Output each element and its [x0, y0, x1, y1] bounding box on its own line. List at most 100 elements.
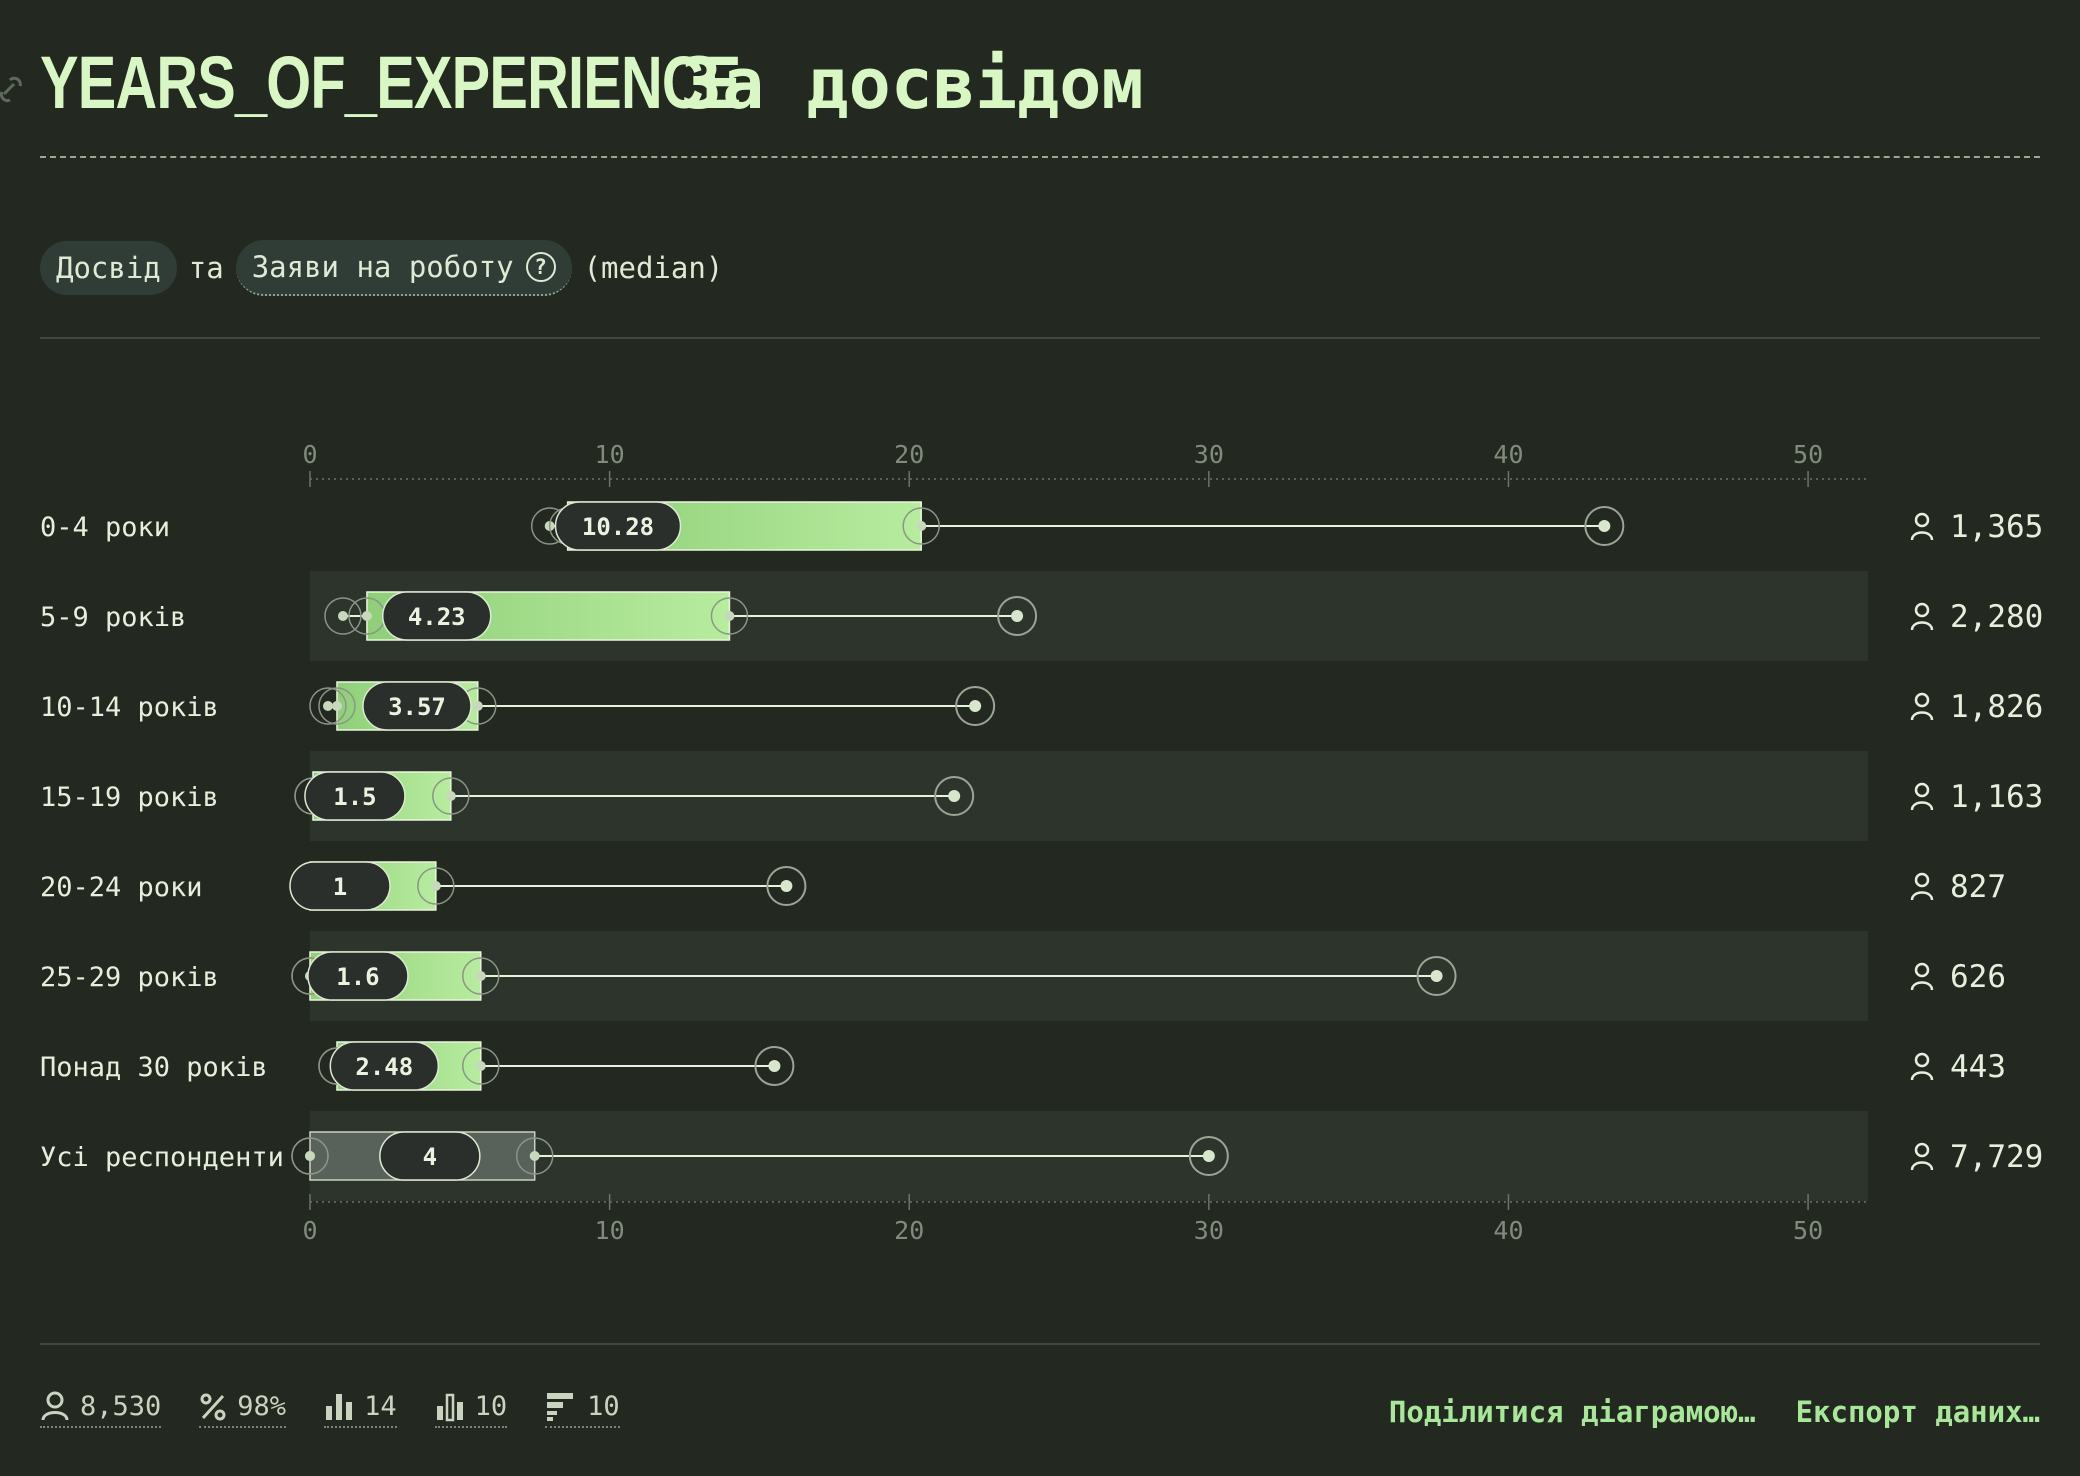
- respondent-count: 1,826: [1950, 689, 2043, 725]
- median-pill: [381, 591, 492, 641]
- link-icon[interactable]: [0, 74, 22, 106]
- max-marker-ring: [934, 776, 975, 816]
- percent-icon: [200, 1393, 226, 1421]
- max-marker-dot: [969, 700, 982, 712]
- export-data-link[interactable]: Експорт даних…: [1795, 1395, 2040, 1429]
- share-chart-link[interactable]: Поділитися діаграмою…: [1388, 1395, 1756, 1429]
- quartile-marker-dot: [529, 1151, 540, 1161]
- max-marker-ring: [766, 866, 807, 906]
- respondents-icon: [1910, 782, 1934, 811]
- respondents-icon: [1910, 962, 1934, 991]
- footer-divider: [40, 1343, 2040, 1345]
- bottom-tick-label: 20: [894, 1216, 924, 1245]
- bar-chart-outline-icon: [436, 1393, 463, 1422]
- quartile-marker-ring: [462, 957, 500, 995]
- stat-completion[interactable]: 98%: [199, 1390, 287, 1428]
- applications-pill[interactable]: Заяви на роботу ?: [235, 240, 572, 296]
- median-value-label: 1.5: [333, 783, 376, 811]
- max-marker-ring: [1188, 1136, 1229, 1176]
- median-pill: [379, 1131, 481, 1181]
- grid-chart-icon: [547, 1393, 574, 1421]
- experience-pill[interactable]: Досвід: [40, 241, 177, 295]
- median-pill: [329, 1041, 440, 1091]
- quartile-marker-ring: [318, 687, 356, 725]
- median-pill: [304, 771, 406, 821]
- footer-stats: 8,530 98% 14 10 10: [40, 1390, 620, 1428]
- median-value-label: 10.28: [582, 513, 654, 541]
- stat-value: 14: [364, 1390, 397, 1422]
- row-label: 10-14 років: [40, 692, 219, 723]
- quartile-marker-dot: [331, 701, 342, 711]
- median-value-label: 3.57: [388, 693, 446, 721]
- top-tick-label: 50: [1793, 440, 1823, 469]
- help-icon[interactable]: ?: [525, 252, 556, 282]
- chart-title: YEARS_OF_EXPERIENCE За досвідом: [40, 40, 1144, 130]
- top-tick-label: 30: [1194, 440, 1224, 469]
- max-marker-dot: [1202, 1150, 1215, 1162]
- quartile-marker-dot: [472, 701, 483, 711]
- quartile-marker-ring: [291, 1137, 329, 1175]
- quartile-marker-ring: [324, 597, 362, 635]
- top-tick-label: 20: [894, 440, 924, 469]
- quartile-marker-dot: [475, 971, 486, 981]
- row-label: 25-29 років: [40, 962, 219, 993]
- quartile-marker-ring: [462, 1047, 500, 1085]
- max-marker-ring: [997, 596, 1038, 636]
- footer-actions: Поділитися діаграмою… Експорт даних…: [1389, 1395, 2040, 1429]
- quartile-marker-dot: [361, 611, 372, 621]
- median-pill: [554, 501, 682, 551]
- max-marker-ring: [955, 686, 996, 726]
- max-marker-dot: [1430, 970, 1443, 982]
- respondent-count: 1,163: [1950, 779, 2043, 815]
- row-label: 5-9 років: [40, 602, 186, 633]
- bar-chart-icon: [326, 1394, 353, 1420]
- stat-charts[interactable]: 14: [324, 1390, 397, 1428]
- stat-value: 8,530: [80, 1390, 162, 1422]
- quartile-marker-dot: [322, 701, 333, 711]
- stat-charts-outline[interactable]: 10: [434, 1390, 508, 1428]
- respondent-count: 7,729: [1950, 1139, 2043, 1175]
- respondent-count: 827: [1950, 869, 2006, 905]
- quartile-marker-ring: [515, 1137, 554, 1175]
- max-marker-dot: [948, 790, 961, 802]
- row-label: 20-24 роки: [40, 872, 203, 903]
- max-marker-ring: [754, 1046, 795, 1086]
- top-tick-label: 40: [1493, 440, 1523, 469]
- stat-value: 98%: [237, 1390, 287, 1422]
- bottom-tick-label: 50: [1793, 1216, 1823, 1245]
- respondents-icon: [1910, 1052, 1934, 1081]
- row-label: 15-19 років: [40, 782, 219, 813]
- bottom-tick-label: 30: [1194, 1216, 1224, 1245]
- quartile-marker-dot: [475, 1061, 486, 1071]
- subtitle-divider: [40, 337, 2040, 339]
- respondents-icon: [1910, 692, 1934, 721]
- quartile-marker-dot: [916, 521, 927, 531]
- title-divider: [40, 156, 2040, 158]
- stat-grid[interactable]: 10: [545, 1390, 620, 1428]
- median-value-label: 2.48: [355, 1053, 413, 1081]
- top-tick-label: 0: [302, 440, 317, 469]
- title-text: За досвідом: [680, 43, 1144, 125]
- max-marker-dot: [768, 1060, 781, 1072]
- median-pill: [307, 951, 409, 1001]
- respondents-icon: [1910, 872, 1934, 901]
- respondent-count: 2,280: [1950, 599, 2043, 635]
- quartile-marker-dot: [305, 1151, 315, 1161]
- max-marker-ring: [1416, 956, 1457, 996]
- max-marker-dot: [1598, 520, 1611, 532]
- quartile-marker-ring: [902, 507, 940, 545]
- quartile-marker-dot: [724, 611, 735, 621]
- respondent-count: 626: [1950, 959, 2006, 995]
- respondent-count: 443: [1950, 1049, 2006, 1085]
- respondent-count: 1,365: [1950, 509, 2043, 545]
- respondents-icon: [1910, 602, 1934, 631]
- respondents-icon: [1910, 512, 1934, 541]
- respondents-icon: [1910, 1142, 1934, 1171]
- quartile-marker-dot: [337, 611, 348, 621]
- median-value-label: 4.23: [408, 603, 466, 631]
- max-marker-dot: [1011, 610, 1024, 622]
- stat-respondents[interactable]: 8,530: [40, 1390, 162, 1428]
- top-tick-label: 10: [595, 440, 625, 469]
- bottom-tick-label: 40: [1493, 1216, 1523, 1245]
- quartile-marker-dot: [445, 791, 456, 801]
